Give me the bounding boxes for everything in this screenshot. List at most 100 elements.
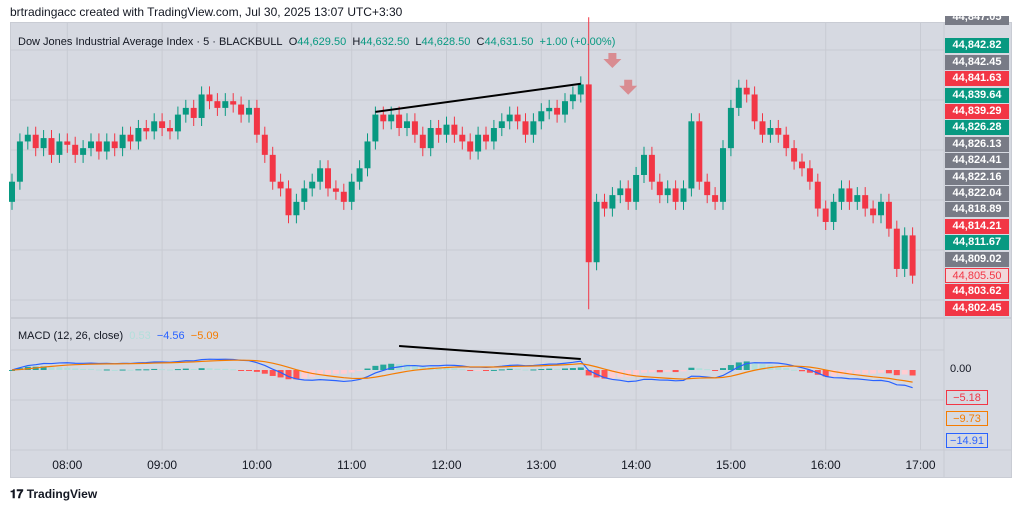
price-tag: 44,802.45 [945,300,1009,316]
candle-body [40,138,47,149]
macd-histogram-bar [562,368,568,370]
macd-histogram-bar [261,370,268,374]
candle-body [238,104,245,115]
candle-body [143,128,150,132]
candle-body [743,87,750,95]
candle-body [48,138,55,155]
macd-histogram-bar [198,368,205,370]
time-label: 11:00 [337,458,366,472]
candle-body [135,128,142,142]
macd-histogram-bar [167,369,173,371]
candle-body [814,181,821,209]
macd-histogram-bar [577,367,584,370]
candle-body [56,141,63,155]
macd-histogram-bar [419,366,426,370]
candle-body [601,201,608,209]
price-tag: 44,822.16 [945,169,1009,185]
macd-histogram-bar [830,370,837,377]
macd-histogram-bar [783,368,790,370]
candle-body [514,114,521,122]
candle-body [822,208,829,222]
macd-title: MACD (12, 26, close) [18,330,124,342]
macd-histogram-bar [625,370,632,377]
macd-histogram-bar [696,368,703,370]
candle-body [348,181,355,202]
macd-histogram-bar [64,367,71,370]
candle-body [396,114,403,129]
macd-histogram-bar [538,369,545,371]
candle-body [80,148,87,155]
candle-body [167,128,173,132]
macd-histogram-bar [846,370,853,375]
candle-body [190,107,197,118]
candle-body [253,107,260,135]
macd-histogram-bar [530,369,537,371]
candle-body [696,121,703,182]
candle-body [24,134,31,142]
macd-histogram-bar [95,369,102,371]
candle-body [838,188,845,202]
macd-histogram-bar [672,370,679,373]
candle-body [103,141,110,152]
candle-body [277,181,284,189]
macd-histogram-bar [151,368,158,370]
macd-histogram-bar [759,364,766,370]
candle-body [862,195,869,209]
candle-body [720,148,726,202]
close-value: 44,631.50 [484,36,534,48]
candle-body [16,141,23,182]
macd-histogram-bar [325,370,331,375]
candle-body [159,121,166,129]
candle-body [885,201,892,229]
candle-body [364,141,371,169]
macd-tag: −5.18 [946,390,988,405]
price-tag: 44,803.62 [945,284,1009,300]
candle-body [95,141,102,152]
candle-body [546,107,553,112]
low-value: 44,628.50 [421,36,471,48]
candle-body [206,94,213,102]
price-tag: 44,842.45 [945,54,1009,70]
candle-body [198,94,205,118]
macd-histogram-bar [712,370,719,371]
candle-body [388,114,395,122]
macd-histogram-bar [854,370,861,374]
candle-body [119,134,126,149]
price-tag: 44,824.41 [945,153,1009,169]
price-tag: 44,805.50 [945,268,1009,283]
candle-body [309,181,316,189]
candle-body [799,161,805,169]
candle-body [285,188,292,216]
candle-body [878,201,884,216]
candle-body [380,114,387,122]
candle-body [735,87,742,108]
macd-histogram-bar [88,368,94,370]
down-arrow-icon [619,79,638,95]
candle-body [664,188,671,196]
price-tag: 44,839.64 [945,87,1009,103]
price-tag: 44,814.21 [945,218,1009,234]
logo-icon: 𝟏𝟕 [10,487,27,501]
candle-body [901,235,908,269]
open-label: O [288,36,298,48]
candle-body [870,208,877,216]
macd-histogram-bar [878,370,884,373]
time-label: 16:00 [811,458,841,472]
candle-body [269,154,276,182]
macd-histogram-bar [135,369,142,371]
macd-histogram-bar [404,364,410,370]
macd-histogram-bar [380,364,387,370]
candle-body [372,114,379,142]
trendline [375,82,581,113]
tradingview-logo[interactable]: 𝟏𝟕 TradingView [10,487,97,502]
macd-histogram-bar [704,369,711,371]
time-label: 15:00 [716,458,746,472]
candle-body [775,128,782,135]
close-label: C [476,36,485,48]
macd-histogram-bar [206,368,213,370]
macd-histogram-bar [340,370,347,374]
macd-histogram-bar [546,368,553,370]
candle-body [791,148,798,162]
candle-body [483,134,489,142]
